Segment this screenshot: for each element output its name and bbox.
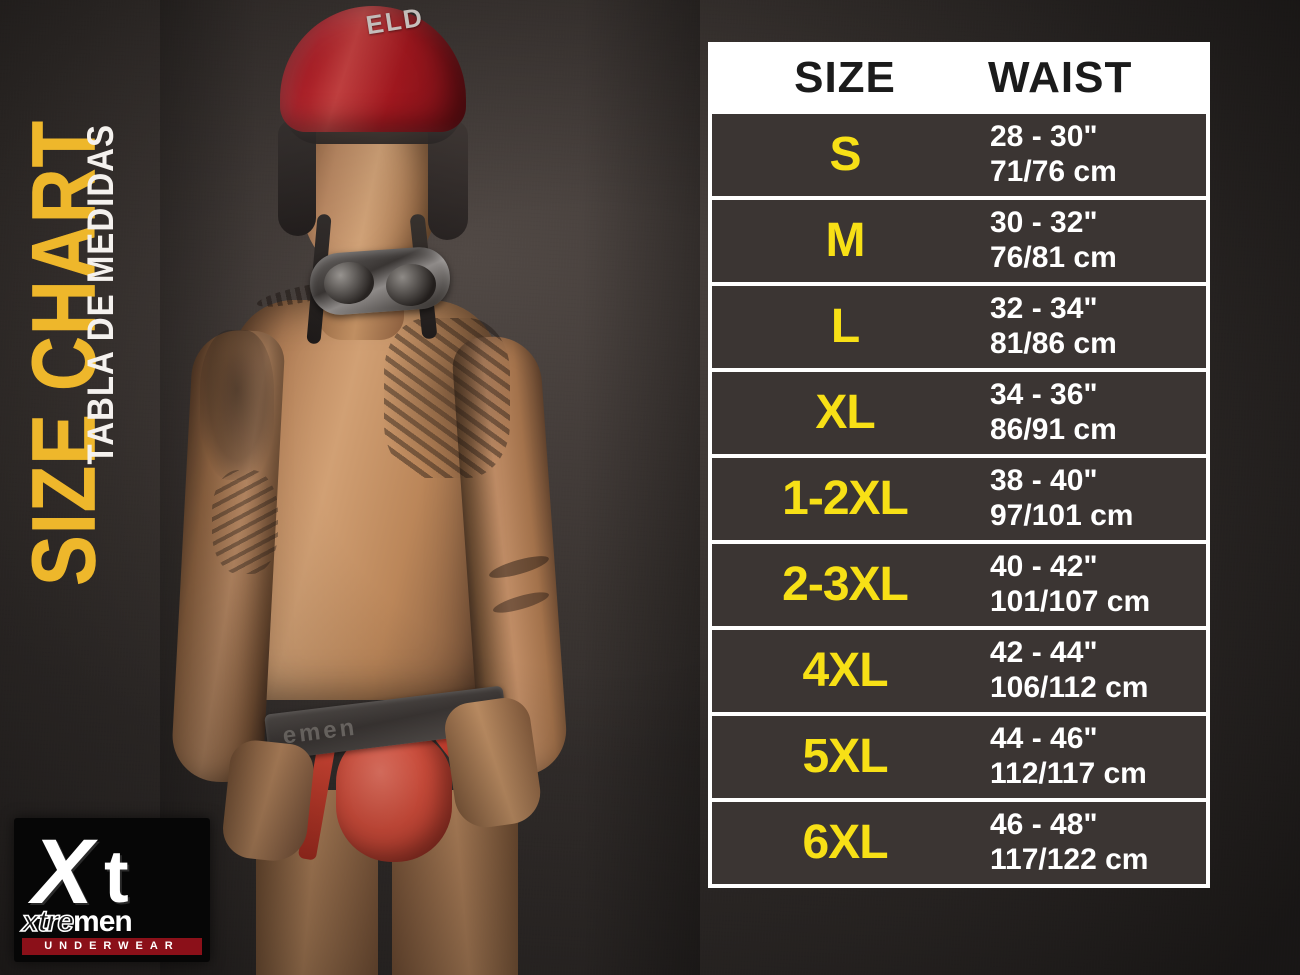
waist-centimeters: 76/81 cm [990, 241, 1117, 274]
cell-size: 6XL [802, 816, 888, 869]
size-chart-table: SIZE WAIST S 28 - 30" 71/76 cm M 30 - 32" 76/… [708, 42, 1210, 888]
column-header-size: SIZE [794, 53, 896, 102]
cell-size: XL [815, 386, 875, 439]
waist-inches: 30 - 32" [990, 206, 1098, 240]
waist-inches: 40 - 42" [990, 550, 1098, 584]
table-row: 1-2XL 38 - 40" 97/101 cm [712, 454, 1206, 540]
waist-centimeters: 117/122 cm [990, 843, 1149, 876]
cell-size: 5XL [802, 730, 888, 783]
cell-waist: 28 - 30" 71/76 cm [978, 120, 1206, 190]
table-row: S 28 - 30" 71/76 cm [712, 110, 1206, 196]
cell-waist: 46 - 48" 117/122 cm [978, 808, 1206, 878]
cell-size: S [829, 128, 861, 181]
waist-inches: 34 - 36" [990, 378, 1098, 412]
logo-wordmark: xtremen [21, 905, 202, 939]
cell-size: 4XL [802, 644, 888, 697]
logo-wordmark-part2: men [73, 905, 133, 938]
waist-centimeters: 112/117 cm [990, 757, 1147, 790]
cell-waist: 42 - 44" 106/112 cm [978, 636, 1206, 706]
table-header-row: SIZE WAIST [712, 46, 1206, 110]
cell-size: 2-3XL [782, 558, 909, 611]
table-row: 2-3XL 40 - 42" 101/107 cm [712, 540, 1206, 626]
table-row: XL 34 - 36" 86/91 cm [712, 368, 1206, 454]
table-body: S 28 - 30" 71/76 cm M 30 - 32" 76/81 cm L 32 - … [712, 110, 1206, 884]
table-row: 4XL 42 - 44" 106/112 cm [712, 626, 1206, 712]
waist-inches: 46 - 48" [990, 808, 1098, 842]
brand-logo: X t xtremen UNDERWEAR [14, 818, 210, 962]
logo-x-glyph: X [32, 821, 93, 923]
waist-centimeters: 81/86 cm [990, 327, 1117, 360]
waist-inches: 28 - 30" [990, 120, 1098, 154]
table-row: 5XL 44 - 46" 112/117 cm [712, 712, 1206, 798]
table-row: M 30 - 32" 76/81 cm [712, 196, 1206, 282]
table-row: L 32 - 34" 81/86 cm [712, 282, 1206, 368]
waist-inches: 32 - 34" [990, 292, 1098, 326]
cell-waist: 44 - 46" 112/117 cm [978, 722, 1206, 792]
cell-waist: 40 - 42" 101/107 cm [978, 550, 1206, 620]
cell-size: 1-2XL [782, 472, 909, 525]
page-title-block: SIZE CHART TABLA DE MEDIDAS [0, 0, 170, 600]
column-header-waist: WAIST [988, 53, 1133, 102]
waist-inches: 44 - 46" [990, 722, 1098, 756]
waist-centimeters: 106/112 cm [990, 671, 1149, 704]
cell-waist: 32 - 34" 81/86 cm [978, 292, 1206, 362]
cell-waist: 38 - 40" 97/101 cm [978, 464, 1206, 534]
page-subtitle: TABLA DE MEDIDAS [79, 124, 121, 465]
logo-wordmark-part1: xtre [21, 905, 75, 939]
cell-waist: 30 - 32" 76/81 cm [978, 206, 1206, 276]
cell-size: M [825, 214, 866, 267]
waist-inches: 42 - 44" [990, 636, 1098, 670]
waist-inches: 38 - 40" [990, 464, 1098, 498]
waist-centimeters: 97/101 cm [990, 499, 1134, 532]
waist-centimeters: 86/91 cm [990, 413, 1117, 446]
logo-monogram: X t [30, 820, 194, 918]
waist-centimeters: 101/107 cm [990, 585, 1151, 618]
waist-centimeters: 71/76 cm [990, 155, 1117, 188]
cell-size: L [830, 300, 860, 353]
logo-tagline: UNDERWEAR [22, 938, 202, 955]
table-row: 6XL 46 - 48" 117/122 cm [712, 798, 1206, 884]
logo-t-glyph: t [104, 835, 129, 918]
cell-waist: 34 - 36" 86/91 cm [978, 378, 1206, 448]
